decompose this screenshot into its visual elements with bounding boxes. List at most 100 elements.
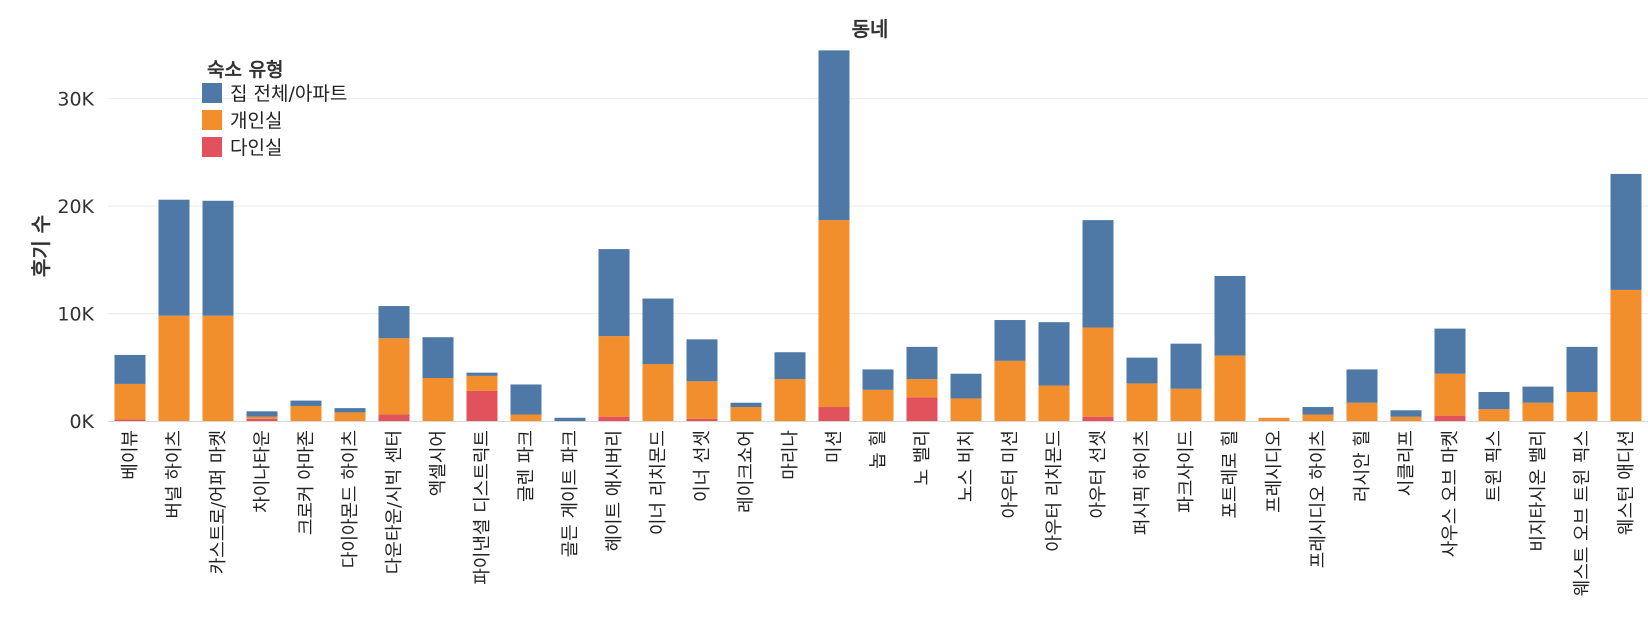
- legend-swatch: [202, 110, 222, 130]
- bar-segment[interactable]: [598, 336, 630, 417]
- x-tick-label: 차이나타운: [252, 430, 273, 513]
- bar-segment[interactable]: [378, 414, 410, 421]
- bar-segment[interactable]: [1434, 373, 1466, 416]
- bar-segment[interactable]: [862, 369, 894, 390]
- bar-segment[interactable]: [1126, 357, 1158, 384]
- bar-segment[interactable]: [334, 408, 366, 413]
- bar-segment[interactable]: [114, 354, 146, 384]
- bar-segment[interactable]: [202, 315, 234, 421]
- bar-segment[interactable]: [158, 199, 190, 316]
- bar-segment[interactable]: [686, 418, 718, 421]
- x-tick-label: 이너 리치몬드: [648, 430, 669, 535]
- x-tick-label: 웨스턴 애디션: [1616, 430, 1637, 535]
- bar-segment[interactable]: [246, 418, 278, 421]
- bar-segment[interactable]: [466, 375, 498, 391]
- bar-segment[interactable]: [1346, 369, 1378, 403]
- bar-segment[interactable]: [510, 414, 542, 421]
- x-tick-label: 놉 힐: [868, 430, 889, 469]
- bar-segment[interactable]: [906, 346, 938, 380]
- bar-segment[interactable]: [246, 416, 278, 419]
- bar-segment[interactable]: [1082, 327, 1114, 417]
- bar-segment[interactable]: [422, 378, 454, 421]
- legend-label: 개인실: [230, 110, 282, 132]
- bar-segment[interactable]: [1566, 391, 1598, 421]
- bar-segment[interactable]: [642, 298, 674, 365]
- bar-segment[interactable]: [862, 389, 894, 421]
- bar-segment[interactable]: [1478, 391, 1510, 410]
- bar-segment[interactable]: [906, 397, 938, 421]
- bar-segment[interactable]: [1082, 220, 1114, 328]
- bar-segment[interactable]: [1170, 388, 1202, 421]
- bar-segment[interactable]: [1434, 328, 1466, 374]
- bar-segment[interactable]: [818, 220, 850, 408]
- bar-segment[interactable]: [1522, 386, 1554, 403]
- bar-segment[interactable]: [818, 50, 850, 221]
- x-tick-label: 골든 게이트 파크: [560, 430, 581, 557]
- y-tick-label: 30K: [57, 89, 94, 111]
- bar-segment[interactable]: [1302, 414, 1334, 421]
- x-tick-label: 러시안 힐: [1352, 430, 1373, 502]
- bar-segment[interactable]: [1038, 385, 1070, 421]
- x-tick-label: 헤이트 애시버리: [604, 430, 625, 552]
- bar-segment[interactable]: [950, 373, 982, 399]
- bar-segment[interactable]: [1566, 346, 1598, 392]
- bar-segment[interactable]: [1346, 402, 1378, 421]
- bar-segment[interactable]: [290, 400, 322, 406]
- bar-segment[interactable]: [466, 390, 498, 421]
- bar-segment[interactable]: [1214, 275, 1246, 356]
- bar-segment[interactable]: [1170, 343, 1202, 389]
- bar-segment[interactable]: [1610, 173, 1642, 290]
- y-axis-title: 후기 수: [29, 215, 53, 277]
- bar-segment[interactable]: [906, 379, 938, 398]
- bar-segment[interactable]: [774, 379, 806, 421]
- bar-segment[interactable]: [158, 315, 190, 421]
- x-tick-label: 퍼시픽 하이츠: [1132, 430, 1153, 535]
- bar-segment[interactable]: [950, 398, 982, 421]
- bar-segment[interactable]: [334, 412, 366, 421]
- bar-segment[interactable]: [114, 383, 146, 420]
- bar-segment[interactable]: [1258, 417, 1290, 421]
- x-tick-label: 다이아몬드 하이츠: [340, 430, 361, 568]
- bar-segment[interactable]: [598, 249, 630, 337]
- bar-segment[interactable]: [466, 372, 498, 376]
- bar-segment[interactable]: [730, 402, 762, 408]
- bar-segment[interactable]: [642, 364, 674, 421]
- bar-segment[interactable]: [202, 200, 234, 316]
- bar-segment[interactable]: [818, 407, 850, 421]
- bar-segment[interactable]: [1390, 410, 1422, 417]
- bar-segment[interactable]: [1390, 416, 1422, 421]
- bar-segment[interactable]: [994, 320, 1026, 361]
- bar-segment[interactable]: [422, 337, 454, 379]
- bar-segment[interactable]: [290, 405, 322, 421]
- bar-segment[interactable]: [246, 411, 278, 417]
- bar-segment[interactable]: [730, 407, 762, 421]
- bar-segment[interactable]: [686, 339, 718, 382]
- bar-segment[interactable]: [114, 419, 146, 421]
- bar-segment[interactable]: [378, 306, 410, 339]
- x-tick-label: 베이뷰: [120, 430, 141, 480]
- bar-segment[interactable]: [1214, 355, 1246, 421]
- legend-swatch: [202, 137, 222, 157]
- y-tick-label: 20K: [57, 196, 94, 218]
- bar-segment[interactable]: [1302, 407, 1334, 415]
- bar-segment[interactable]: [1610, 289, 1642, 421]
- bar-segment[interactable]: [1434, 415, 1466, 421]
- bar-segment[interactable]: [378, 338, 410, 415]
- bar-segment[interactable]: [510, 384, 542, 415]
- bar-segment[interactable]: [994, 360, 1026, 421]
- x-tick-label: 아우터 선셋: [1088, 430, 1109, 519]
- legend-label: 다인실: [230, 137, 282, 159]
- bar-segment[interactable]: [1082, 416, 1114, 421]
- bar-segment[interactable]: [554, 417, 586, 421]
- bar-segment[interactable]: [686, 381, 718, 419]
- bar-segment[interactable]: [1038, 322, 1070, 386]
- bar-segment[interactable]: [598, 416, 630, 421]
- x-tick-label: 아우터 미션: [1000, 430, 1021, 519]
- y-tick-label: 10K: [57, 304, 94, 326]
- bar-segment[interactable]: [1126, 383, 1158, 421]
- bar-segment[interactable]: [1478, 409, 1510, 421]
- bar-segment[interactable]: [774, 352, 806, 380]
- bar-segment[interactable]: [1522, 402, 1554, 421]
- x-tick-label: 웨스트 오브 트윈 픽스: [1572, 430, 1593, 596]
